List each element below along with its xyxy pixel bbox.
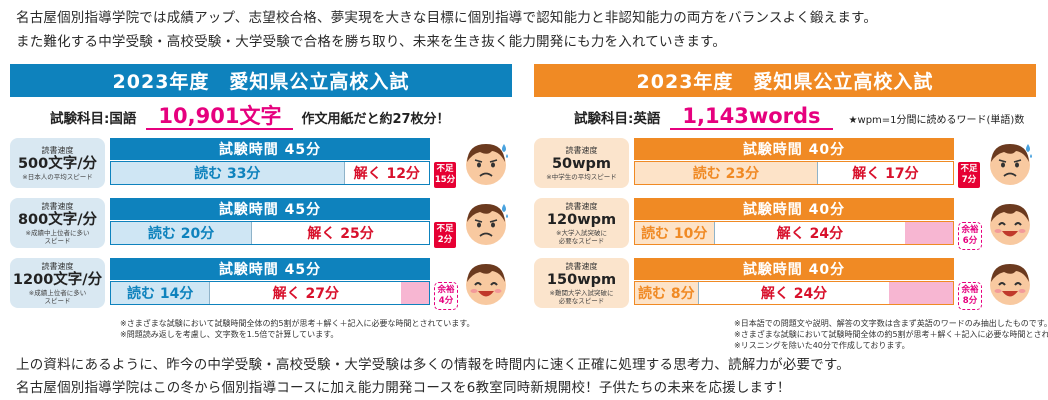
time-split: 読む 23分 解く 17分 bbox=[634, 161, 954, 185]
speed-caption: 読書速度 bbox=[565, 145, 598, 155]
speed-value: 500文字/分 bbox=[17, 155, 98, 172]
spare-time-segment bbox=[401, 282, 429, 304]
read-segment: 読む 20分 bbox=[111, 222, 253, 244]
reading-speed-row: 読書速度 50wpm ※中学生の平均スピード 試験時間 40分 読む 23分 解… bbox=[534, 138, 1036, 188]
subject-value: 10,901文字 bbox=[146, 104, 294, 130]
worried-face-icon bbox=[462, 198, 510, 248]
speed-caption: 読書速度 bbox=[41, 261, 74, 271]
speed-note: ※成績中上位者に多い スピード bbox=[25, 228, 90, 245]
speed-caption: 読書速度 bbox=[565, 201, 598, 211]
speed-caption: 読書速度 bbox=[41, 201, 74, 211]
panel-title: 2023年度 愛知県公立高校入試 bbox=[10, 64, 512, 97]
spare-time-segment bbox=[905, 222, 953, 244]
outro-line-1: 上の資料にあるように、昨今の中学受験・高校受験・大学受験は多くの情報を時間内に速… bbox=[16, 357, 850, 373]
speed-caption: 読書速度 bbox=[565, 261, 598, 271]
happy-face-icon bbox=[986, 198, 1034, 248]
footnote: ※日本語での問題文や説明、解答の文字数は含まず英語のワードのみ抽出したものです。 bbox=[734, 319, 1048, 328]
time-bar: 試験時間 45分 読む 20分 解く 25分 bbox=[110, 198, 450, 246]
time-split: 読む 8分 解く 24分 bbox=[634, 281, 954, 305]
solve-segment: 解く 24分 bbox=[698, 282, 890, 304]
speed-note: ※成績上位者に多い スピード bbox=[28, 288, 87, 305]
subject-row: 試験科目:国語 10,901文字 作文用紙だと約27枚分！ bbox=[50, 104, 450, 130]
exam-time-label: 試験時間 40分 bbox=[634, 198, 954, 220]
speed-note: ※難関大学入試突破に 必要なスピード bbox=[549, 288, 614, 305]
read-segment: 読む 8分 bbox=[635, 282, 699, 304]
happy-face-icon bbox=[462, 258, 510, 308]
intro-line-1: 名古屋個別指導学院では成績アップ、志望校合格、夢実現を大きな目標に個別指導で認知… bbox=[16, 10, 878, 26]
intro-line-2: また難化する中学受験・高校受験・大学受験で合格を勝ち取り、未来を生き抜く能力開発… bbox=[16, 34, 727, 50]
worried-face-icon bbox=[986, 138, 1034, 188]
spare-tag: 余裕 4分 bbox=[434, 282, 458, 310]
time-split: 読む 14分 解く 27分 bbox=[110, 281, 430, 305]
reading-speed-box: 読書速度 500文字/分 ※日本人の平均スピード bbox=[10, 138, 105, 188]
reading-speed-row: 読書速度 120wpm ※大学入試突破に 必要なスピード 試験時間 40分 読む… bbox=[534, 198, 1036, 250]
time-bar: 試験時間 45分 読む 14分 解く 27分 bbox=[110, 258, 450, 306]
speed-note: ※中学生の平均スピード bbox=[546, 172, 617, 181]
exam-time-label: 試験時間 40分 bbox=[634, 258, 954, 280]
speed-value: 120wpm bbox=[546, 211, 617, 228]
solve-segment: 解く 25分 bbox=[252, 222, 429, 244]
reading-speed-box: 読書速度 150wpm ※難関大学入試突破に 必要なスピード bbox=[534, 258, 629, 308]
subject-label: 試験科目:国語 bbox=[50, 111, 137, 127]
speed-value: 150wpm bbox=[546, 271, 617, 288]
read-segment: 読む 14分 bbox=[111, 282, 211, 304]
shortage-tag: 不足 15分 bbox=[434, 162, 456, 188]
spare-tag: 余裕 6分 bbox=[958, 222, 982, 250]
reading-speed-row: 読書速度 800文字/分 ※成績中上位者に多い スピード 試験時間 45分 読む… bbox=[10, 198, 512, 248]
reading-speed-box: 読書速度 1200文字/分 ※成績上位者に多い スピード bbox=[10, 258, 105, 308]
panel-title: 2023年度 愛知県公立高校入試 bbox=[534, 64, 1036, 97]
subject-label: 試験科目:英語 bbox=[574, 111, 661, 127]
outro-line-2: 名古屋個別指導学院はこの冬から個別指導コースに加え能力開発コースを6教室同時新規… bbox=[16, 380, 791, 396]
panel-english: 2023年度 愛知県公立高校入試 試験科目:英語 1,143words ★wpm… bbox=[534, 64, 1048, 366]
speed-value: 800文字/分 bbox=[17, 211, 98, 228]
subject-note: ★wpm=1分間に読めるワード(単語)数 bbox=[848, 115, 1025, 126]
read-segment: 読む 33分 bbox=[111, 162, 345, 184]
spare-tag: 余裕 8分 bbox=[958, 282, 982, 310]
shortage-tag: 不足 7分 bbox=[958, 162, 980, 188]
speed-value: 50wpm bbox=[551, 155, 612, 172]
exam-time-label: 試験時間 40分 bbox=[634, 138, 954, 160]
reading-speed-row: 読書速度 500文字/分 ※日本人の平均スピード 試験時間 45分 読む 33分… bbox=[10, 138, 512, 188]
reading-speed-box: 読書速度 50wpm ※中学生の平均スピード bbox=[534, 138, 629, 188]
footnote: ※さまざまな試験において試験時間全体の約5割が思考＋解く＋記入に必要な時間とされ… bbox=[734, 330, 1048, 339]
time-bar: 試験時間 40分 読む 8分 解く 24分 bbox=[634, 258, 974, 306]
happy-face-icon bbox=[986, 258, 1034, 308]
time-bar: 試験時間 40分 読む 10分 解く 24分 bbox=[634, 198, 974, 246]
speed-note: ※日本人の平均スピード bbox=[22, 172, 93, 181]
footnote: ※リスニングを除いた40分で作成しております。 bbox=[734, 341, 910, 350]
solve-segment: 解く 27分 bbox=[210, 282, 402, 304]
time-bar: 試験時間 45分 読む 33分 解く 12分 bbox=[110, 138, 450, 186]
solve-segment: 解く 24分 bbox=[714, 222, 906, 244]
speed-caption: 読書速度 bbox=[41, 145, 74, 155]
solve-segment: 解く 12分 bbox=[344, 162, 429, 184]
reading-speed-box: 読書速度 800文字/分 ※成績中上位者に多い スピード bbox=[10, 198, 105, 248]
reading-speed-box: 読書速度 120wpm ※大学入試突破に 必要なスピード bbox=[534, 198, 629, 248]
time-split: 読む 33分 解く 12分 bbox=[110, 161, 430, 185]
subject-row: 試験科目:英語 1,143words ★wpm=1分間に読めるワード(単語)数 bbox=[574, 104, 1024, 130]
time-split: 読む 10分 解く 24分 bbox=[634, 221, 954, 245]
read-segment: 読む 10分 bbox=[635, 222, 715, 244]
subject-value: 1,143words bbox=[670, 104, 833, 130]
exam-time-label: 試験時間 45分 bbox=[110, 258, 430, 280]
reading-speed-row: 読書速度 1200文字/分 ※成績上位者に多い スピード 試験時間 45分 読む… bbox=[10, 258, 512, 310]
panel-japanese: 2023年度 愛知県公立高校入試 試験科目:国語 10,901文字 作文用紙だと… bbox=[10, 64, 512, 366]
spare-time-segment bbox=[889, 282, 953, 304]
speed-note: ※大学入試突破に 必要なスピード bbox=[556, 228, 607, 245]
speed-value: 1200文字/分 bbox=[12, 271, 103, 288]
exam-time-label: 試験時間 45分 bbox=[110, 138, 430, 160]
footnote: ※さまざまな試験において試験時間全体の約5割が思考＋解く＋記入に必要な時間とされ… bbox=[120, 319, 475, 328]
exam-time-label: 試験時間 45分 bbox=[110, 198, 430, 220]
worried-face-icon bbox=[462, 138, 510, 188]
read-segment: 読む 23分 bbox=[635, 162, 818, 184]
shortage-tag: 不足 2分 bbox=[434, 222, 456, 248]
solve-segment: 解く 17分 bbox=[817, 162, 953, 184]
subject-note: 作文用紙だと約27枚分！ bbox=[301, 112, 450, 127]
reading-speed-row: 読書速度 150wpm ※難関大学入試突破に 必要なスピード 試験時間 40分 … bbox=[534, 258, 1036, 310]
footnote: ※問題読み返しを考慮し、文字数を1.5倍で計算しています。 bbox=[120, 330, 339, 339]
time-bar: 試験時間 40分 読む 23分 解く 17分 bbox=[634, 138, 974, 186]
time-split: 読む 20分 解く 25分 bbox=[110, 221, 430, 245]
